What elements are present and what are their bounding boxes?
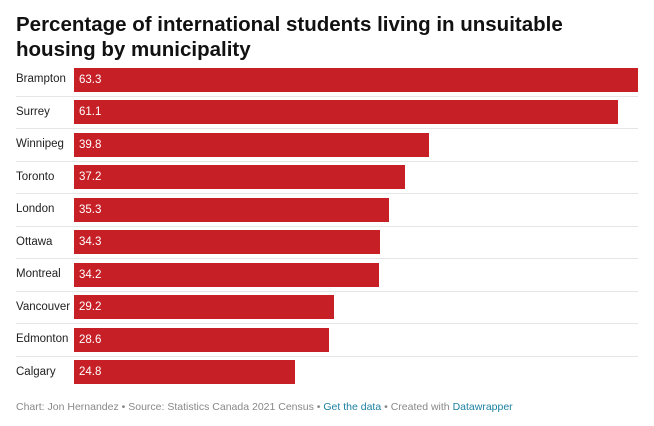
chart-credit: Chart: Jon Hernandez — [16, 401, 119, 413]
datawrapper-link[interactable]: Datawrapper — [452, 401, 513, 413]
bar: 37.2 — [74, 165, 406, 189]
bar: 61.1 — [74, 100, 619, 124]
bar-row: Montreal 34.2 — [16, 259, 638, 292]
bar-track: 34.2 — [74, 262, 638, 287]
category-label: Ottawa — [16, 235, 53, 248]
value-label: 39.8 — [79, 138, 102, 151]
bar-row: Calgary 24.8 — [16, 357, 638, 390]
bar-track: 24.8 — [74, 360, 638, 384]
footer-separator: • — [313, 401, 324, 413]
category-label: Vancouver — [16, 300, 71, 313]
bar-row: Toronto 37.2 — [16, 162, 638, 194]
footer-separator: • — [381, 401, 391, 413]
bar: 34.2 — [74, 262, 379, 287]
category-label: Surrey — [16, 105, 50, 118]
category-label: Winnipeg — [16, 138, 64, 150]
value-label: 37.2 — [79, 171, 102, 183]
category-label: Edmonton — [16, 333, 69, 345]
category-label: Calgary — [16, 365, 56, 378]
value-label: 24.8 — [79, 366, 102, 378]
bar-row: London 35.3 — [16, 194, 638, 227]
bar-row: Brampton 63.3 — [16, 64, 638, 97]
chart-source: Source: Statistics Canada 2021 Census — [128, 401, 314, 413]
bar-row: Winnipeg 39.8 — [16, 129, 638, 162]
value-label: 29.2 — [79, 301, 102, 313]
value-label: 63.3 — [79, 73, 102, 86]
bar: 39.8 — [74, 132, 429, 157]
bar: 29.2 — [74, 295, 335, 319]
category-label: Montreal — [16, 268, 61, 280]
bar: 24.8 — [74, 360, 295, 384]
bar-track: 29.2 — [74, 295, 638, 319]
value-label: 28.6 — [79, 333, 102, 346]
value-label: 35.3 — [79, 203, 102, 216]
bar: 28.6 — [74, 327, 329, 352]
value-label: 34.3 — [79, 236, 102, 248]
bar-track: 61.1 — [74, 100, 638, 124]
category-label: Brampton — [16, 73, 66, 85]
bar-track: 34.3 — [74, 230, 638, 254]
category-label: London — [16, 203, 55, 215]
bar-row: Ottawa 34.3 — [16, 227, 638, 259]
value-label: 34.2 — [79, 268, 102, 281]
created-with-text: Created with — [390, 401, 453, 413]
footer-separator: • — [118, 401, 129, 413]
value-label: 61.1 — [79, 106, 102, 118]
bar: 35.3 — [74, 197, 389, 222]
bar-track: 35.3 — [74, 197, 638, 222]
chart-footer: Chart: Jon Hernandez • Source: Statistic… — [16, 401, 513, 413]
bar-chart: Brampton 63.3 Surrey 61.1 Winnipeg 39.8 Toront… — [16, 64, 638, 389]
bar-row: Vancouver 29.2 — [16, 292, 638, 324]
bar-row: Edmonton 28.6 — [16, 324, 638, 357]
category-label: Toronto — [16, 170, 55, 183]
chart-title: Percentage of international students liv… — [16, 13, 563, 61]
bar-track: 39.8 — [74, 132, 638, 157]
get-data-link[interactable]: Get the data — [323, 401, 382, 413]
bar-track: 28.6 — [74, 327, 638, 352]
bar: 34.3 — [74, 230, 380, 254]
bar-track: 63.3 — [74, 67, 638, 92]
bar-row: Surrey 61.1 — [16, 97, 638, 129]
bar: 63.3 — [74, 67, 638, 92]
bar-track: 37.2 — [74, 165, 638, 189]
